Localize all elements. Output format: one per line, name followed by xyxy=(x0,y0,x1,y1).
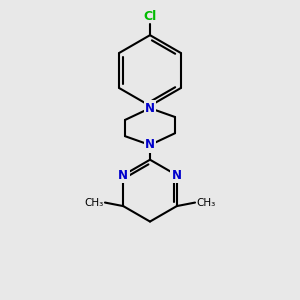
Text: N: N xyxy=(145,102,155,115)
Text: N: N xyxy=(172,169,182,182)
Text: CH₃: CH₃ xyxy=(84,198,104,208)
Text: N: N xyxy=(118,169,128,182)
Text: CH₃: CH₃ xyxy=(196,198,216,208)
Text: N: N xyxy=(145,139,155,152)
Text: Cl: Cl xyxy=(143,10,157,23)
